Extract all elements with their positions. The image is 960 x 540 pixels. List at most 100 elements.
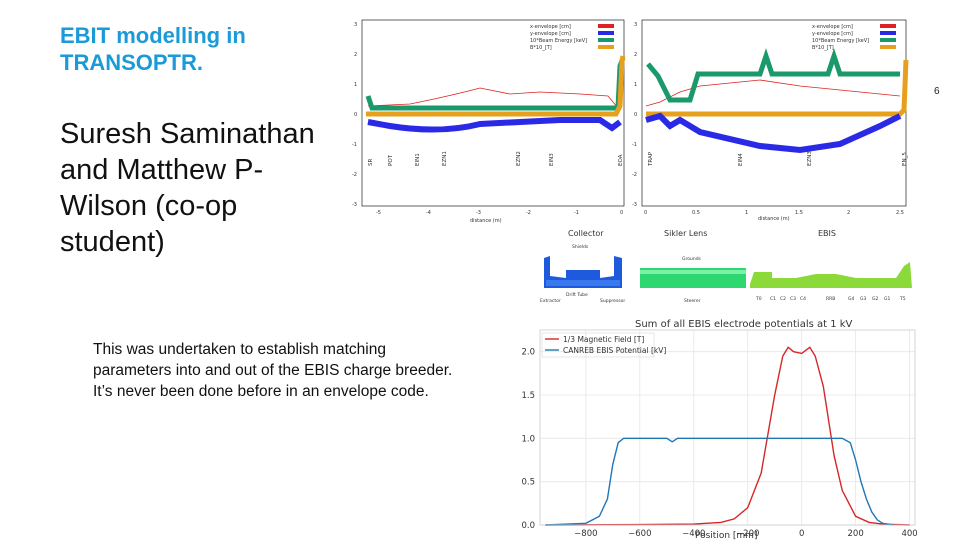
electrode-label: T5 <box>899 296 906 302</box>
right-y-envelope-curve <box>645 112 902 154</box>
y-tick: 2 <box>634 52 637 58</box>
x-tick-label: −800 <box>574 529 597 539</box>
ebis-label: EBIS <box>818 229 836 238</box>
y-tick: 2 <box>354 52 357 58</box>
legend-entry: B*10_[T] <box>812 45 834 51</box>
y-tick: 3 <box>354 22 357 28</box>
electrode-label: G2 <box>872 296 878 302</box>
x-tick: 1 <box>745 210 748 216</box>
chart-grid <box>540 330 915 526</box>
element-label: SR <box>368 159 374 166</box>
legend-entry: y-envelope [cm] <box>530 31 571 37</box>
left-x-ticks: -5 -4 -3 -2 -1 0 <box>376 210 623 216</box>
x-tick: 1.5 <box>795 210 803 216</box>
element-label: EIN1 <box>415 153 421 166</box>
x-tick-label: −600 <box>628 529 651 539</box>
chart-series <box>545 346 910 526</box>
legend-swatch <box>598 45 614 49</box>
steerer-label: Steerer <box>684 298 701 304</box>
chart-ticks: −800 −600 −400 −200 0 200 400 0.0 0.5 1.0 1.5 2.0 <box>521 348 917 539</box>
legend-entry: y-envelope [cm] <box>812 31 853 37</box>
x-tick: 0 <box>620 210 623 216</box>
x-tick-label: 200 <box>848 529 864 539</box>
x-tick: -1 <box>574 210 579 216</box>
y-tick: -3 <box>352 202 357 208</box>
electrode-label: G3 <box>860 296 866 302</box>
y-tick: 3 <box>634 22 637 28</box>
legend-entry: B*10_[T] <box>530 45 552 51</box>
chart-plot-frame <box>539 329 916 526</box>
electrode-label: T0 <box>755 296 762 302</box>
sikler-lens-highlight <box>640 270 746 274</box>
left-x-axis-label: distance (m) <box>470 218 502 224</box>
sikler-lens-label: Sikler Lens <box>664 229 707 238</box>
y-tick-label: 0.0 <box>521 521 535 531</box>
y-tick-label: 0.5 <box>521 478 535 488</box>
legend-box <box>541 332 655 358</box>
electrode-label: RRB <box>826 296 835 302</box>
drift-tube-label: Drift Tube <box>566 292 588 298</box>
y-tick: 0 <box>354 112 357 118</box>
legend-entry: 10*Beam Energy [keV] <box>530 38 587 44</box>
legend-swatch <box>598 38 614 42</box>
x-tick-label: −400 <box>682 529 705 539</box>
element-label: EZN3 <box>807 151 813 166</box>
collector-label: Collector <box>568 229 604 238</box>
legend-entry: 1/3 Magnetic Field [T] <box>563 335 644 344</box>
ebis-schematic: Collector Sikler Lens EBIS Shields Groun… <box>540 229 912 304</box>
left-y-ticks: 3 2 1 0 -1 -2 -3 <box>352 22 357 208</box>
series-line-1 <box>545 346 910 526</box>
right-legend: x-envelope [cm] y-envelope [cm] 10*Beam … <box>812 24 896 51</box>
x-tick: 0 <box>644 210 647 216</box>
element-label: EOA <box>618 154 624 166</box>
left-field-curve <box>366 55 626 117</box>
right-x-envelope-curve <box>645 79 901 107</box>
x-tick: -4 <box>426 210 431 216</box>
left-energy-curve <box>365 57 626 111</box>
y-tick: 1 <box>634 82 637 88</box>
electrode-label: C4 <box>800 296 806 302</box>
chart-title: Sum of all EBIS electrode potentials at … <box>635 319 853 330</box>
element-label: EN_5 <box>902 152 908 166</box>
element-label: TRAP <box>648 151 654 167</box>
electrode-label: C3 <box>790 296 796 302</box>
element-label: EZN2 <box>516 151 522 166</box>
electrode-label: C1 <box>770 296 776 302</box>
y-tick-label: 1.5 <box>521 391 535 401</box>
description-text: This was undertaken to establish matchin… <box>93 341 453 400</box>
right-plot-frame <box>641 19 907 207</box>
electrode-label: C2 <box>780 296 786 302</box>
y-tick: -3 <box>632 202 637 208</box>
authors-text: Suresh Saminathan and Matthew P-Wilson (… <box>60 118 315 258</box>
y-tick: 0 <box>634 112 637 118</box>
ebis-shape <box>750 262 912 288</box>
y-tick: -1 <box>632 142 637 148</box>
right-field-curve <box>646 59 909 117</box>
legend-swatch <box>880 38 896 42</box>
y-tick-label: 1.0 <box>521 434 535 444</box>
x-tick-label: 0 <box>799 529 804 539</box>
y-tick: -1 <box>352 142 357 148</box>
x-tick: 2.5 <box>896 210 904 216</box>
right-energy-curve <box>646 48 900 103</box>
x-tick-label: −200 <box>736 529 759 539</box>
electrode-labels: T0 C1 C2 C3 C4 RRB G4 G3 G2 G1 T5 <box>755 296 906 302</box>
collector-base <box>546 280 620 286</box>
electrode-label: G4 <box>848 296 854 302</box>
extractor-label: Extractor <box>540 298 561 304</box>
legend-entry: 10*Beam Energy [keV] <box>812 38 869 44</box>
potential-field-chart: Sum of all EBIS electrode potentials at … <box>521 319 917 540</box>
slide-title: EBIT modelling in TRANSOPTR. <box>60 23 246 75</box>
y-tick: 1 <box>354 82 357 88</box>
legend-entry: CANREB EBIS Potential [kV] <box>563 346 666 355</box>
y-tick-label: 2.0 <box>521 348 535 358</box>
suppressor-label: Suppressor <box>600 298 625 304</box>
left-y-envelope-curve <box>367 117 622 133</box>
x-tick: -2 <box>526 210 531 216</box>
right-y-ticks: 3 2 1 0 -1 -2 -3 <box>632 22 637 208</box>
shields-label: Shields <box>572 244 589 250</box>
x-axis-label: Position [mm] <box>695 531 757 540</box>
chart-legend: 1/3 Magnetic Field [T] CANREB EBIS Potent… <box>541 332 666 358</box>
y-tick: -2 <box>352 172 357 178</box>
element-label: EIN3 <box>549 153 555 166</box>
